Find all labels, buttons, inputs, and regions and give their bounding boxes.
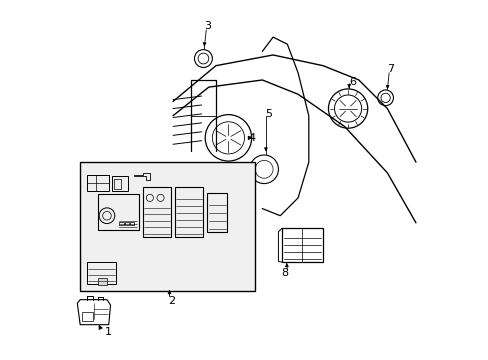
Text: 2: 2 <box>167 296 175 306</box>
Bar <box>98 278 107 285</box>
Bar <box>80 162 255 291</box>
Text: 5: 5 <box>264 109 271 119</box>
Bar <box>124 222 129 225</box>
Bar <box>87 262 116 284</box>
Bar <box>207 193 226 232</box>
Text: 6: 6 <box>348 77 355 87</box>
Text: 1: 1 <box>105 327 112 337</box>
Bar <box>98 194 139 230</box>
Bar <box>119 222 123 225</box>
Text: 4: 4 <box>248 133 255 143</box>
Text: 7: 7 <box>386 64 394 74</box>
Bar <box>87 175 108 191</box>
Text: 8: 8 <box>281 268 287 278</box>
Bar <box>114 179 121 189</box>
Text: 3: 3 <box>204 21 211 31</box>
Bar <box>142 187 171 237</box>
Bar <box>112 176 128 191</box>
Bar <box>82 312 93 321</box>
Bar <box>175 187 203 237</box>
Bar <box>282 228 323 262</box>
Bar <box>130 222 134 225</box>
